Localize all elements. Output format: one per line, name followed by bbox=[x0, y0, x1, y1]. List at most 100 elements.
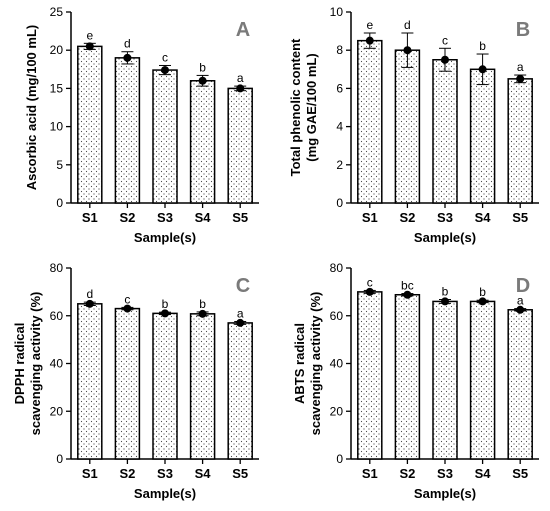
y-tick-label: 20 bbox=[330, 404, 344, 418]
significance-label: c bbox=[442, 33, 448, 47]
x-axis-title: Sample(s) bbox=[414, 486, 476, 501]
mean-marker bbox=[161, 309, 169, 318]
panel-letter: A bbox=[236, 19, 250, 41]
mean-marker bbox=[123, 304, 132, 313]
bar-s3 bbox=[432, 59, 458, 204]
x-tick-label: S1 bbox=[82, 466, 98, 481]
y-axis-title: ABTS radical bbox=[292, 323, 307, 404]
x-tick-label: S5 bbox=[232, 210, 248, 225]
y-tick-label: 80 bbox=[50, 261, 64, 275]
significance-label: a bbox=[237, 71, 244, 85]
bar-s2 bbox=[394, 293, 421, 460]
mean-marker bbox=[516, 305, 525, 314]
x-axis-title: Sample(s) bbox=[414, 230, 476, 245]
y-axis-title: scavenging activity (%) bbox=[28, 292, 43, 436]
mean-marker bbox=[123, 53, 132, 62]
bar-s3 bbox=[152, 69, 178, 204]
panel-letter: C bbox=[236, 275, 250, 297]
x-tick-label: S3 bbox=[437, 210, 453, 225]
x-tick-label: S2 bbox=[119, 210, 135, 225]
significance-label: bc bbox=[401, 279, 414, 293]
y-tick-label: 8 bbox=[336, 43, 343, 57]
y-axis-title: scavenging activity (%) bbox=[308, 292, 323, 436]
chart-panel-b: 0 2 4 6 8 10 e S1 d S2 c S3 b S4 a S5 Sample(s) Total phe… bbox=[288, 5, 539, 245]
mean-marker bbox=[365, 36, 374, 45]
significance-label: d bbox=[124, 37, 131, 51]
bar-s1 bbox=[357, 39, 383, 204]
x-tick-label: S2 bbox=[119, 466, 135, 481]
x-tick-label: S2 bbox=[399, 466, 415, 481]
bar-s5 bbox=[507, 309, 533, 460]
bar-s2 bbox=[394, 49, 421, 204]
y-axis-title: (mg GAE/100 mL) bbox=[304, 53, 319, 161]
panel-letter: D bbox=[516, 275, 530, 297]
significance-label: b bbox=[479, 285, 486, 299]
significance-label: b bbox=[442, 285, 449, 299]
mean-marker bbox=[403, 46, 412, 55]
significance-label: c bbox=[367, 275, 373, 289]
x-tick-label: S4 bbox=[195, 466, 212, 481]
y-tick-label: 0 bbox=[56, 452, 63, 466]
significance-label: b bbox=[199, 60, 206, 74]
significance-label: c bbox=[162, 50, 168, 64]
x-tick-label: S2 bbox=[399, 210, 415, 225]
chart-panel-a: 0 5 10 15 20 25 e S1 d S2 c S3 b S4 a S5 Sample(s) Ascorb… bbox=[24, 5, 259, 245]
significance-label: c bbox=[124, 292, 130, 306]
y-tick-label: 20 bbox=[50, 404, 64, 418]
bar-s4 bbox=[189, 80, 216, 204]
x-tick-label: S3 bbox=[157, 466, 173, 481]
bar-s1 bbox=[77, 45, 103, 204]
y-tick-label: 40 bbox=[330, 357, 344, 371]
x-axis-title: Sample(s) bbox=[134, 230, 196, 245]
mean-marker bbox=[516, 74, 525, 83]
y-tick-label: 40 bbox=[50, 357, 64, 371]
significance-label: b bbox=[199, 297, 206, 311]
mean-marker bbox=[478, 297, 487, 306]
y-axis-title: Ascorbic acid (mg/100 mL) bbox=[24, 25, 39, 190]
x-tick-label: S3 bbox=[157, 210, 173, 225]
mean-marker bbox=[85, 42, 94, 51]
x-tick-label: S5 bbox=[512, 210, 528, 225]
significance-label: b bbox=[479, 39, 486, 53]
chart-panel-c: 0 20 40 60 80 d S1 c S2 b S3 b S4 a S5 Sample(s) DPPH ra… bbox=[12, 261, 259, 501]
mean-marker bbox=[478, 65, 487, 74]
bar-s4 bbox=[469, 300, 496, 460]
mean-marker bbox=[85, 299, 94, 308]
mean-marker bbox=[198, 76, 207, 85]
y-tick-label: 0 bbox=[336, 452, 343, 466]
x-tick-label: S5 bbox=[512, 466, 528, 481]
significance-label: d bbox=[86, 287, 93, 301]
x-tick-label: S3 bbox=[437, 466, 453, 481]
y-tick-label: 60 bbox=[50, 309, 64, 323]
mean-marker bbox=[236, 318, 245, 327]
x-tick-label: S4 bbox=[475, 210, 492, 225]
y-tick-label: 2 bbox=[336, 158, 343, 172]
y-tick-label: 0 bbox=[336, 196, 343, 210]
mean-marker bbox=[161, 66, 169, 75]
y-tick-label: 15 bbox=[50, 81, 64, 95]
bar-s4 bbox=[189, 313, 216, 460]
x-axis-title: Sample(s) bbox=[134, 486, 196, 501]
y-tick-label: 60 bbox=[330, 309, 344, 323]
bar-s5 bbox=[507, 78, 533, 204]
panel-letter: B bbox=[516, 19, 530, 41]
bar-s2 bbox=[114, 57, 141, 204]
y-tick-label: 80 bbox=[330, 261, 344, 275]
y-tick-label: 20 bbox=[50, 43, 64, 57]
bar-s4 bbox=[469, 68, 496, 204]
y-tick-label: 10 bbox=[330, 5, 344, 19]
y-tick-label: 6 bbox=[336, 81, 343, 95]
panels: 0510152025eS1dS2cS3bS4aS5Sample(s)Ascorb… bbox=[12, 5, 539, 501]
bar-s1 bbox=[357, 291, 383, 460]
mean-marker bbox=[365, 287, 374, 296]
y-axis-title: DPPH radical bbox=[12, 323, 27, 405]
x-tick-label: S1 bbox=[82, 210, 98, 225]
x-tick-label: S1 bbox=[362, 466, 378, 481]
bar-s5 bbox=[227, 322, 253, 460]
x-tick-label: S1 bbox=[362, 210, 378, 225]
significance-label: a bbox=[517, 60, 524, 74]
significance-label: d bbox=[404, 18, 411, 32]
y-tick-label: 0 bbox=[56, 196, 63, 210]
x-tick-label: S5 bbox=[232, 466, 248, 481]
